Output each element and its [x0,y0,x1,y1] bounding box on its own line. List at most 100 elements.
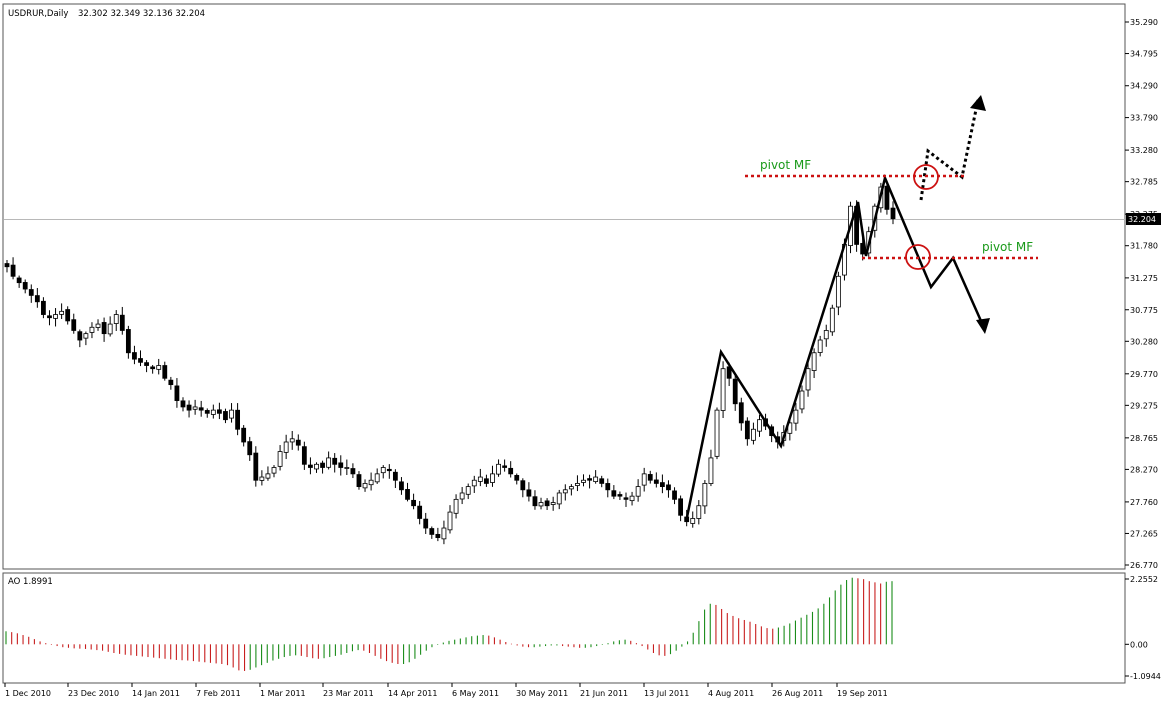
time-tick-label: 1 Dec 2010 [5,689,51,698]
time-tick-label: 26 Aug 2011 [772,689,823,698]
candle [544,498,550,510]
pivot-label-lower: pivot MF [982,240,1033,254]
candle [732,373,738,411]
candle [465,483,471,500]
breakout-circle-lower [905,244,931,270]
price-axis: 35.290 34.795 34.290 33.790 33.280 32.785 32.2… [1125,18,1158,570]
candle [641,467,647,492]
candle [405,482,410,502]
candle [95,319,101,331]
candle [138,350,143,367]
price-tick-label: 32.785 [1130,178,1158,187]
candle [192,399,198,415]
candle [508,461,514,478]
candle [581,474,586,487]
candle [204,408,210,418]
candle [672,487,677,505]
candle [514,473,520,485]
dotted-up-path [919,99,980,201]
candle [399,477,404,495]
time-tick-label: 14 Jan 2011 [132,689,180,698]
candle [374,468,380,484]
time-axis: 1 Dec 2010 23 Dec 2010 14 Jan 2011 7 Feb 20… [4,683,888,698]
candle [132,345,137,365]
zigzag-wave-line [684,174,987,523]
ao-tick-label: 2.2552 [1130,575,1158,584]
candle [277,445,283,471]
main-chart-frame [2,3,1126,570]
candle [890,201,896,225]
candle [168,376,174,390]
candle [229,403,234,423]
candle [411,493,416,510]
time-tick-label: 6 May 2011 [452,689,499,698]
candle [289,430,295,450]
pivot-label-upper: pivot MF [760,158,811,172]
ao-axis: 2.2552 0.00 -1.0944 [1125,575,1161,681]
candle [89,322,95,339]
candle [198,400,204,417]
time-tick-label: 30 May 2011 [516,689,568,698]
candle [34,287,40,308]
candle [441,520,447,545]
time-tick-label: 7 Feb 2011 [196,689,241,698]
candle [65,306,71,325]
time-tick-label: 14 Apr 2011 [388,689,437,698]
ao-tick-label: 0.00 [1130,640,1148,649]
candle [708,449,714,487]
candle [738,397,744,431]
candle [435,527,441,542]
candle [757,414,762,437]
candle [532,490,538,510]
time-tick-label: 1 Mar 2011 [260,689,306,698]
candle [223,408,228,424]
price-tick-label: 31.780 [1130,242,1158,251]
price-tick-label: 34.290 [1130,82,1158,91]
candle [702,480,708,514]
candle [247,436,253,461]
candle [320,460,325,474]
candle [484,474,489,487]
candle [386,464,392,479]
up-arrow-head [970,95,986,111]
candle [162,361,168,381]
price-tick-label: 29.770 [1130,370,1158,379]
candle [659,474,665,494]
candle [283,434,289,460]
candle [562,484,568,501]
price-tick-label: 34.795 [1130,50,1158,59]
annotation-layer: pivot MF pivot MF [684,95,1038,523]
candle [429,526,435,539]
down-arrow-head [976,318,990,334]
price-tick-label: 33.280 [1130,146,1158,155]
time-tick-label: 13 Jul 2011 [644,689,689,698]
candle [459,487,465,505]
candle [368,472,374,491]
candle [714,407,720,460]
candle [744,417,750,446]
candle [210,404,216,419]
candle [259,470,265,486]
candle [835,271,841,316]
candle [180,397,186,412]
ao-tick-label: -1.0944 [1130,672,1161,681]
last-price-badge [1126,213,1161,225]
candle [77,329,83,348]
candle [308,457,313,475]
candle [884,182,890,215]
candle [150,364,156,374]
candle [611,485,617,500]
candle [101,317,107,342]
time-tick-label: 19 Sep 2011 [837,689,888,698]
candle [107,316,113,337]
time-tick-label: 4 Aug 2011 [708,689,754,698]
candle [144,360,149,373]
candle [593,470,599,484]
price-tick-label: 35.290 [1130,18,1158,27]
candle [447,505,453,534]
candle [53,308,58,327]
ohlc-values: 32.302 32.349 32.136 32.204 [78,9,205,19]
candle [392,469,398,489]
candle [10,257,16,280]
candle [556,489,562,510]
